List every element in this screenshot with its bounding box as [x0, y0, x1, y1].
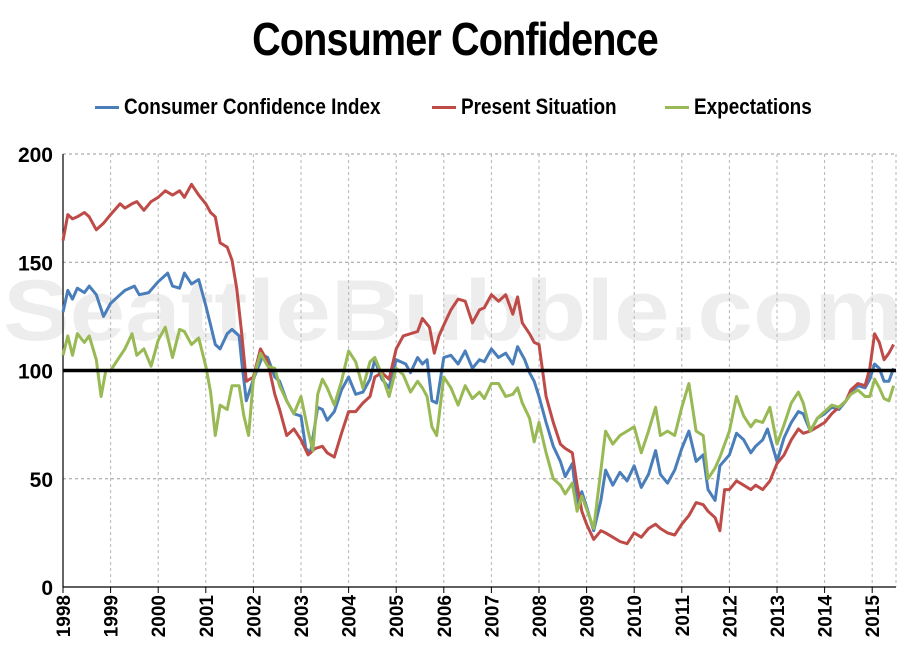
x-tick-label: 2002	[244, 595, 265, 637]
x-tick-label: 2004	[340, 595, 361, 638]
x-tick-label: 2008	[530, 595, 551, 637]
y-tick-label: 0	[41, 577, 53, 600]
y-tick-label: 100	[18, 361, 53, 384]
x-tick-label: 2006	[435, 595, 456, 637]
x-tick-label: 2015	[863, 595, 884, 638]
series-line-expectations	[61, 325, 896, 530]
x-tick-label: 1998	[54, 595, 75, 637]
x-tick-label: 2011	[673, 595, 694, 637]
legend-item-present-situation: Present Situation	[432, 94, 642, 120]
legend-label: Consumer Confidence Index	[124, 94, 381, 119]
y-tick-label: 50	[30, 469, 53, 492]
chart-legend: Consumer Confidence Index Present Situat…	[0, 94, 910, 126]
series-line-present-situation	[61, 182, 895, 546]
series-line-consumer-confidence-index	[61, 271, 896, 533]
legend-item-expectations: Expectations	[665, 94, 831, 120]
x-tick-label: 2007	[482, 595, 503, 637]
x-tick-label: 2009	[578, 595, 599, 637]
x-tick-label: 2013	[768, 595, 789, 637]
x-tick-label: 2012	[720, 595, 741, 637]
legend-label: Present Situation	[461, 94, 617, 119]
y-tick-label: 150	[18, 252, 53, 275]
legend-swatch-expectations	[665, 105, 689, 109]
x-tick-label: 2014	[816, 595, 837, 638]
legend-swatch-present-situation	[432, 105, 456, 109]
legend-item-consumer-confidence-index: Consumer Confidence Index	[95, 94, 422, 120]
chart-title: Consumer Confidence	[252, 13, 659, 65]
watermark-text: SeattleBubble.com	[3, 263, 903, 359]
x-tick-label: 2005	[387, 595, 408, 638]
y-tick-label: 200	[18, 144, 53, 167]
legend-label: Expectations	[694, 94, 812, 119]
x-tick-label: 2003	[292, 595, 313, 637]
x-tick-label: 2000	[149, 595, 170, 637]
x-tick-label: 2001	[197, 595, 218, 638]
legend-swatch-consumer-confidence-index	[95, 105, 119, 109]
x-tick-label: 2010	[625, 595, 646, 637]
x-tick-label: 1999	[102, 595, 123, 637]
